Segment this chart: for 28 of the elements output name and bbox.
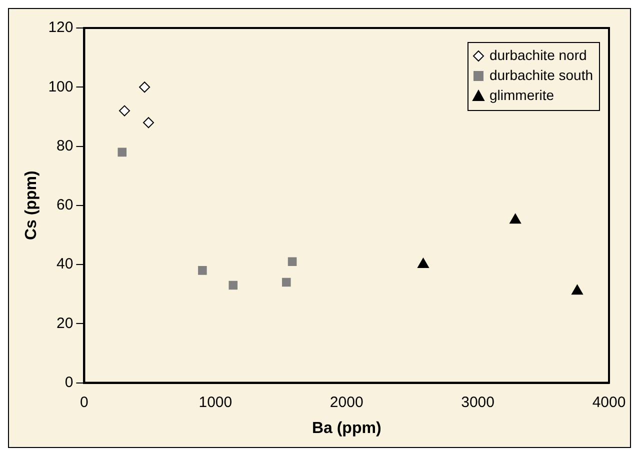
point	[228, 280, 238, 290]
y-tick-label: 80	[56, 137, 74, 154]
point	[143, 117, 154, 128]
point	[119, 105, 130, 116]
y-tick-label: 0	[64, 374, 74, 391]
legend-label: durbachite nord	[489, 46, 587, 63]
x-tick-label: 1000	[198, 394, 232, 411]
y-axis-title: Cs (ppm)	[23, 170, 40, 240]
point	[139, 82, 150, 93]
legend-label: durbachite south	[489, 66, 594, 83]
legend-label: glimmerite	[489, 86, 554, 103]
y-tick-label: 60	[56, 196, 74, 214]
y-tick-label: 20	[56, 314, 74, 332]
x-tick-label: 4000	[592, 394, 626, 411]
x-tick-label: 2000	[330, 394, 364, 411]
x-axis-title: Ba (ppm)	[312, 420, 382, 437]
point	[418, 258, 429, 268]
point	[510, 214, 522, 224]
point	[118, 148, 127, 157]
y-tick-label: 40	[56, 256, 74, 273]
point	[198, 266, 207, 275]
x-tick-label: 3000	[461, 394, 494, 411]
point	[572, 284, 583, 295]
x-tick-label: 0	[80, 394, 88, 411]
y-tick-label: 100	[48, 78, 74, 96]
y-tick-label: 120	[48, 19, 74, 36]
point	[282, 278, 291, 287]
point	[288, 257, 297, 266]
